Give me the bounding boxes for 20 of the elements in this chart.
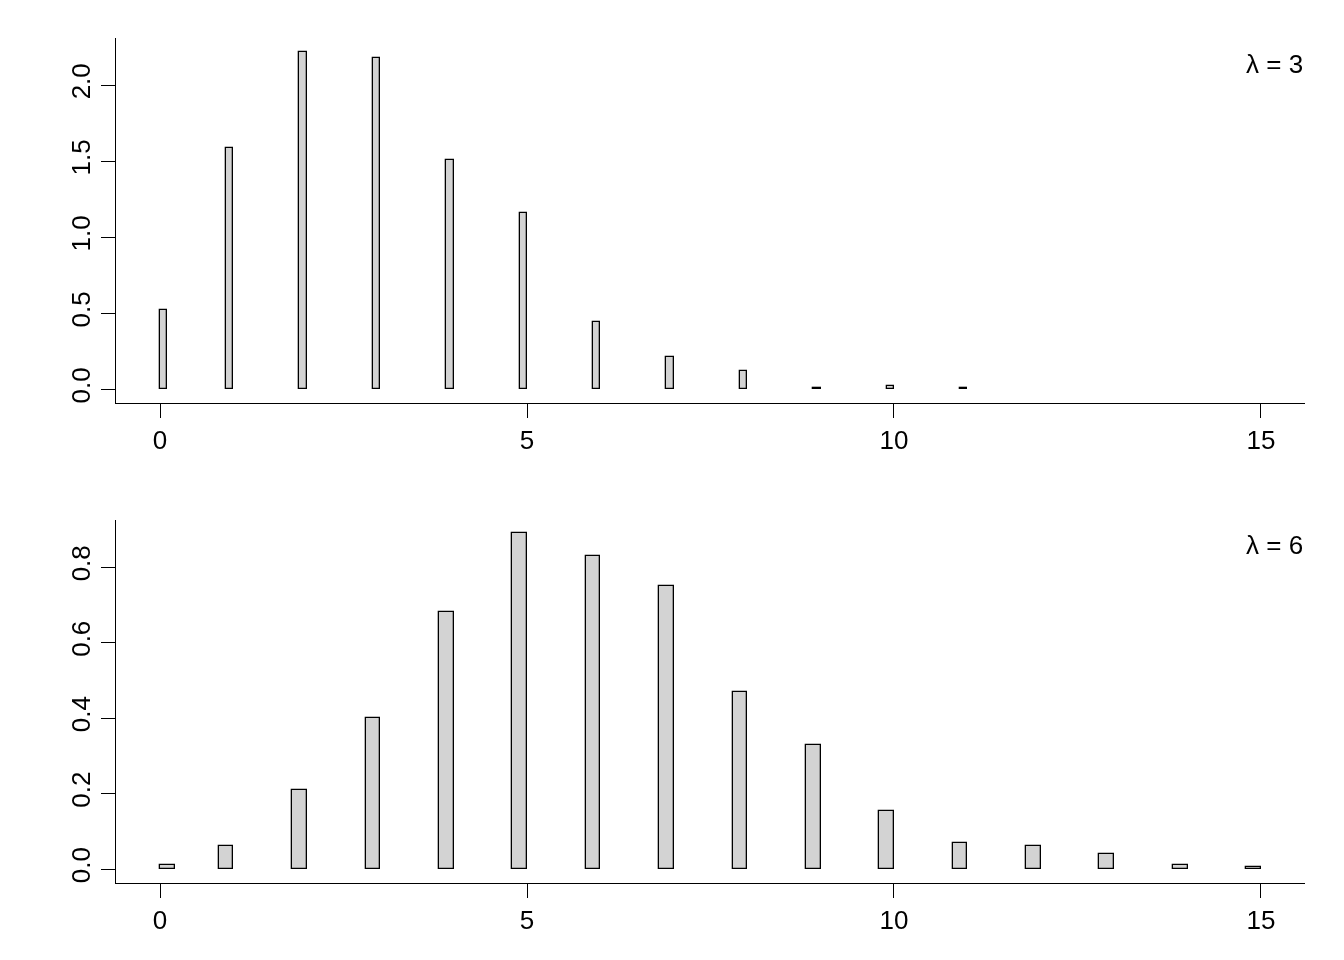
x-tick-label: 15: [1246, 905, 1276, 936]
x-tick-label: 0: [152, 905, 168, 936]
y-tick-label: 0.0: [66, 847, 97, 884]
y-tick-label: 0.4: [66, 696, 97, 733]
y-tick-label: 1.5: [66, 139, 97, 176]
y-tick-label: 0.5: [66, 291, 97, 328]
annotation: λ = 3: [1246, 49, 1304, 79]
x-tick-label: 0: [152, 425, 168, 456]
x-tick-label: 15: [1246, 425, 1276, 456]
y-tick-label: 0.8: [66, 545, 97, 582]
y-tick-label: 0.0: [66, 367, 97, 404]
annotation: λ = 6: [1246, 530, 1304, 560]
x-tick-label: 5: [519, 425, 535, 456]
y-tick-label: 0.2: [66, 771, 97, 808]
x-tick-label: 5: [519, 905, 535, 936]
x-tick-label: 10: [879, 905, 909, 936]
y-tick-label: 2.0: [66, 63, 97, 100]
x-tick-label: 10: [879, 425, 909, 456]
y-tick-label: 0.6: [66, 620, 97, 657]
y-tick-label: 1.0: [66, 215, 97, 252]
